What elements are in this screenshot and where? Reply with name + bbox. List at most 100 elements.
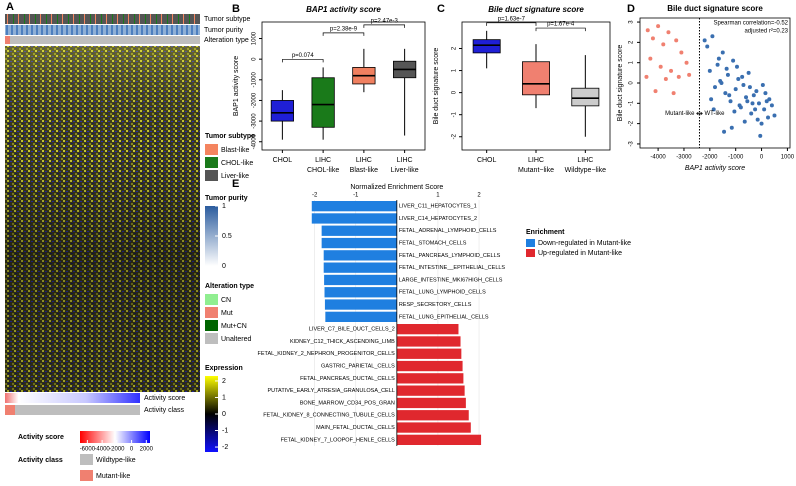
point	[656, 24, 661, 29]
colorbar-tick-label: -2000	[109, 447, 125, 453]
p-value: p=2.38e-9	[330, 26, 358, 32]
bar	[311, 201, 397, 212]
x-tick-label: CHOL	[273, 157, 293, 164]
box	[311, 77, 335, 128]
point	[687, 72, 692, 77]
x-tick-label: -1	[353, 193, 359, 199]
point	[671, 91, 676, 96]
colorbar-tick-label: 2000	[140, 447, 154, 453]
point	[715, 62, 720, 67]
colorbar-tick-label: -4000	[94, 447, 110, 453]
point	[713, 85, 717, 90]
category-label: FETAL_KIDNEY_8_CONNECTING_TUBULE_CELLS	[263, 413, 395, 419]
box	[522, 61, 550, 96]
p-value: p=0.074	[292, 53, 315, 59]
point	[674, 38, 679, 43]
y-tick-label: 1	[629, 60, 635, 64]
legend-label: CN	[221, 297, 231, 304]
x-tick-label: 0	[760, 155, 764, 161]
bar	[396, 360, 463, 372]
box	[472, 39, 501, 54]
chart-title: BAP1 activity score	[306, 5, 381, 14]
point	[658, 64, 663, 69]
legend-title: Enrichment	[526, 229, 565, 236]
y-tick-label: -1	[452, 111, 458, 117]
chart-title: Bile duct signature score	[667, 4, 763, 13]
y-tick-label: -2000	[252, 92, 258, 108]
bar	[323, 250, 397, 261]
significance-bracket	[322, 32, 365, 36]
y-tick-label: -3000	[252, 113, 258, 129]
point	[742, 119, 747, 124]
y-axis-label: Bile duct signature score	[433, 48, 440, 125]
y-tick-label: 3	[629, 20, 635, 24]
point	[751, 93, 756, 98]
point	[724, 66, 729, 71]
bar	[396, 385, 465, 396]
x-axis-label: BAP1 activity score	[685, 165, 745, 172]
point	[753, 107, 758, 112]
legend-label: CHOL-like	[221, 160, 253, 167]
legend-swatch	[205, 157, 218, 168]
colorbar-tick-label: 0	[222, 411, 226, 418]
legend-title: Tumor purity	[205, 195, 248, 202]
heatmap-shade	[5, 46, 200, 392]
class-track-mut	[5, 405, 15, 415]
legend-title: Activity score	[18, 434, 64, 441]
point	[736, 76, 741, 81]
bar	[396, 410, 469, 421]
x-tick-label: 1	[436, 193, 440, 199]
p-value: p=1.63e-7	[498, 16, 526, 22]
point	[666, 30, 671, 35]
bar	[396, 422, 471, 433]
colorbar-tick-label: 2	[222, 378, 226, 385]
track-label: Activity class	[144, 407, 185, 414]
y-axis-label: BAP1 activity score	[233, 56, 240, 116]
legend-title: Tumor subtype	[205, 133, 255, 140]
purity-track	[5, 25, 200, 35]
x-tick-label: CHOL	[477, 157, 497, 164]
box	[270, 100, 294, 122]
category-label: FETAL_PANCREAS_LYMPHOID_CELLS	[399, 253, 501, 259]
point	[669, 68, 674, 73]
significance-bracket	[363, 24, 405, 28]
legend-label: Liver-like	[221, 173, 249, 180]
point	[737, 103, 742, 108]
panel-label: C	[437, 3, 445, 15]
bar	[396, 336, 461, 347]
point	[719, 81, 724, 85]
point	[750, 101, 755, 106]
y-tick-label: -4000	[252, 133, 258, 149]
significance-bracket	[486, 22, 537, 26]
category-label: BONE_MARROW_CD34_POS_GRAN	[300, 400, 395, 406]
point	[648, 56, 653, 61]
row-annotation-label: Alteration type	[204, 37, 249, 44]
legend-swatch	[205, 333, 218, 344]
point	[764, 99, 769, 104]
y-tick-label: 1	[452, 68, 458, 72]
point	[769, 103, 774, 108]
x-tick-label: Blast-like	[350, 167, 379, 174]
legend-swatch	[80, 470, 93, 481]
x-tick-label: -1000	[728, 155, 744, 161]
bar	[324, 287, 397, 298]
colorbar-tick-label: -2	[222, 444, 228, 451]
point	[745, 99, 750, 104]
point	[709, 97, 714, 102]
point	[729, 125, 734, 130]
box	[571, 87, 600, 107]
y-tick-label: -2	[629, 120, 635, 126]
x-tick-label: LIHC	[577, 157, 593, 164]
category-label: MAIN_FETAL_DUCTAL_CELLS	[316, 425, 395, 431]
point	[772, 113, 777, 118]
point	[755, 117, 760, 122]
legend-label: Wildtype-like	[96, 457, 136, 464]
category-label: LIVER_C11_HEPATOCYTES_1	[399, 204, 477, 210]
arrow-label: WT-like	[704, 111, 725, 117]
p-value: p=1.67e-4	[547, 22, 575, 28]
point	[749, 111, 754, 116]
legend-label: Unaltered	[221, 336, 251, 343]
y-tick-label: -1	[629, 100, 635, 106]
legend-swatch	[205, 307, 218, 318]
x-tick-label: LIHC	[315, 157, 331, 164]
